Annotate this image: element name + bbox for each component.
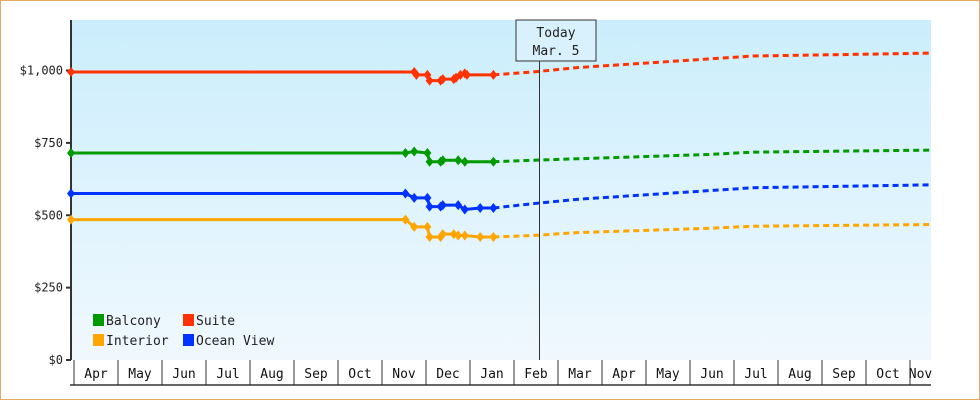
data-point-marker — [460, 156, 469, 167]
data-point-marker — [460, 230, 469, 241]
y-tick-label: $250 — [34, 281, 63, 295]
data-point-marker — [412, 69, 421, 80]
x-axis-months: Apr May Jun Jul Aug Sep Oct Nov Dec Jan Feb Mar Apr M… — [70, 360, 933, 386]
data-point-marker — [489, 231, 498, 242]
month-label: Jul — [216, 367, 239, 382]
legend-swatch — [93, 314, 104, 326]
month-label: Apr — [612, 367, 636, 382]
month-label: Aug — [260, 367, 283, 382]
month-label: Sep — [304, 367, 328, 382]
month-label: Feb — [524, 367, 548, 382]
data-point-marker — [67, 148, 75, 159]
data-point-marker — [489, 203, 498, 214]
data-point-marker — [410, 192, 419, 203]
month-label: Nov — [909, 367, 933, 382]
series-lines — [67, 51, 932, 242]
data-point-marker — [463, 69, 471, 80]
data-point-marker — [401, 188, 410, 199]
month-label: Oct — [876, 367, 899, 382]
y-tick-label: $1,000 — [20, 64, 63, 78]
data-point-marker — [438, 155, 447, 166]
month-label: Jul — [744, 367, 767, 382]
today-label-box — [515, 19, 597, 62]
legend-swatch — [183, 314, 194, 326]
data-point-marker — [454, 200, 463, 211]
month-label: May — [656, 367, 680, 382]
month-label: Sep — [832, 367, 856, 382]
data-point-marker — [423, 221, 432, 232]
data-point-marker — [425, 231, 434, 242]
data-point-marker — [476, 203, 485, 214]
legend-label: Balcony — [106, 314, 161, 329]
data-point-marker — [425, 75, 434, 86]
forecast-line-balcony — [493, 148, 932, 164]
data-point-marker — [425, 156, 434, 167]
data-point-marker — [476, 231, 485, 242]
data-point-marker — [67, 188, 75, 199]
forecast-line-suite — [493, 51, 932, 77]
data-point-marker — [489, 156, 498, 167]
month-label: May — [128, 367, 152, 382]
data-point-marker — [401, 214, 410, 225]
data-point-marker — [454, 155, 463, 166]
legend-label: Suite — [196, 314, 235, 329]
data-point-marker — [489, 69, 498, 80]
data-point-marker — [460, 204, 469, 215]
month-label: Oct — [348, 367, 371, 382]
data-point-marker — [438, 229, 447, 240]
plot-area — [71, 20, 931, 360]
forecast-line-interior — [493, 223, 932, 239]
data-point-marker — [410, 221, 419, 232]
month-label: Nov — [392, 367, 416, 382]
data-point-marker — [67, 214, 75, 225]
y-tick-label: $750 — [34, 136, 63, 150]
month-label: Jan — [480, 367, 503, 382]
legend-label: Interior — [106, 334, 169, 349]
month-label: Aug — [788, 367, 811, 382]
data-point-marker — [423, 148, 432, 159]
month-label: Mar — [568, 367, 592, 382]
forecast-line-ocean-view — [493, 183, 932, 210]
legend-swatch — [93, 334, 104, 346]
data-point-marker — [67, 66, 75, 77]
y-tick-label: $500 — [34, 208, 63, 222]
today-label: Today — [536, 26, 575, 41]
legend-label: Ocean View — [196, 334, 274, 349]
today-marker: Today Mar. 5 — [515, 19, 597, 360]
y-axis: $0 $250 $500 $750 $1,000 — [20, 20, 72, 367]
month-label: Jun — [172, 367, 195, 382]
y-tick-label: $0 — [49, 353, 63, 367]
data-point-marker — [401, 148, 410, 159]
month-label: Dec — [436, 367, 459, 382]
month-label: Jun — [700, 367, 723, 382]
month-label: Apr — [84, 367, 108, 382]
data-point-marker — [423, 192, 432, 203]
data-point-marker — [438, 74, 447, 85]
data-point-marker — [438, 200, 447, 211]
today-date: Mar. 5 — [533, 44, 580, 59]
legend-swatch — [183, 334, 194, 346]
data-point-marker — [410, 146, 419, 157]
legend: Balcony Suite Interior Ocean View — [93, 314, 274, 349]
data-point-marker — [425, 201, 434, 212]
data-point-marker — [454, 230, 463, 241]
